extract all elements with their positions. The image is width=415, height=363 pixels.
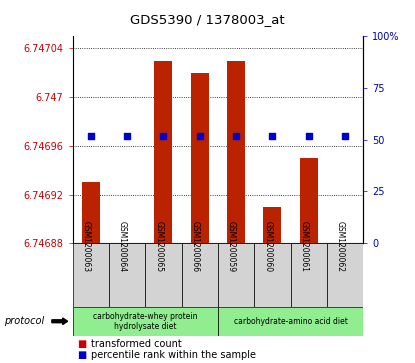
Bar — [82, 182, 100, 243]
Bar — [190, 73, 209, 243]
Text: GSM1200062: GSM1200062 — [336, 221, 345, 272]
Bar — [254, 243, 290, 307]
Text: carbohydrate-amino acid diet: carbohydrate-amino acid diet — [234, 317, 347, 326]
Bar — [290, 243, 327, 307]
Point — [342, 133, 348, 139]
Text: carbohydrate-whey protein
hydrolysate diet: carbohydrate-whey protein hydrolysate di… — [93, 311, 198, 331]
Text: GSM1200063: GSM1200063 — [82, 221, 91, 272]
Point — [88, 133, 94, 139]
Text: ■: ■ — [77, 350, 86, 360]
Bar — [145, 243, 181, 307]
Bar — [218, 307, 363, 336]
Bar — [227, 61, 245, 243]
Bar — [327, 243, 363, 307]
Text: GSM1200064: GSM1200064 — [118, 221, 127, 272]
Text: ■: ■ — [77, 339, 86, 349]
Text: transformed count: transformed count — [91, 339, 182, 349]
Text: GSM1200065: GSM1200065 — [154, 221, 164, 272]
Text: GDS5390 / 1378003_at: GDS5390 / 1378003_at — [130, 13, 285, 26]
Point — [160, 133, 167, 139]
Bar — [218, 243, 254, 307]
Text: GSM1200060: GSM1200060 — [264, 221, 272, 272]
Text: GSM1200061: GSM1200061 — [300, 221, 309, 272]
Bar — [154, 61, 173, 243]
Point — [196, 133, 203, 139]
Point — [233, 133, 239, 139]
Bar — [300, 158, 318, 243]
Text: GSM1200066: GSM1200066 — [191, 221, 200, 272]
Text: percentile rank within the sample: percentile rank within the sample — [91, 350, 256, 360]
Point — [305, 133, 312, 139]
Bar — [109, 243, 145, 307]
Text: GSM1200059: GSM1200059 — [227, 221, 236, 272]
Bar — [263, 207, 281, 243]
Bar — [73, 307, 218, 336]
Point — [269, 133, 276, 139]
Point — [124, 133, 130, 139]
Text: protocol: protocol — [4, 316, 44, 326]
Bar — [73, 243, 109, 307]
Bar — [182, 243, 218, 307]
